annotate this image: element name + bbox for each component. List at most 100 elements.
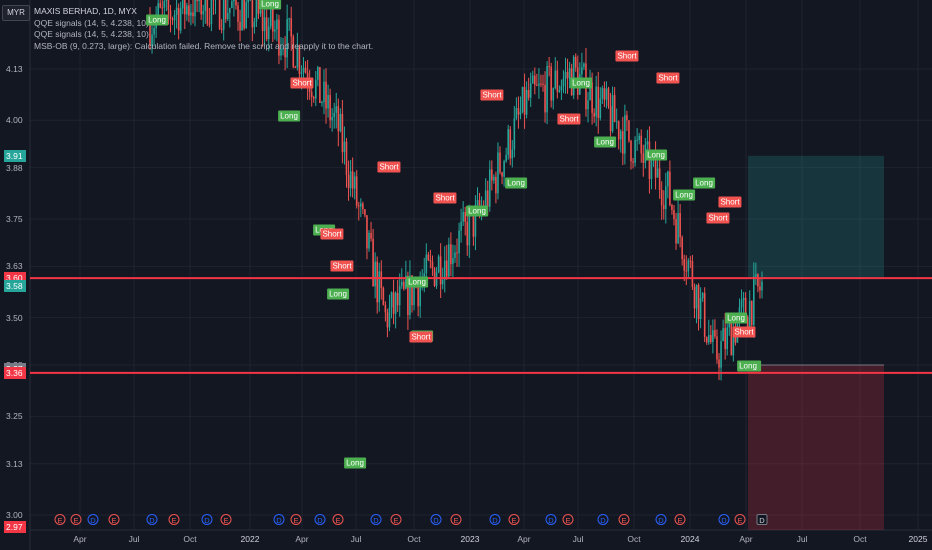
candle-body xyxy=(364,209,366,216)
candle-body xyxy=(425,254,428,274)
dividend-marker[interactable]: D xyxy=(370,514,382,525)
candle-body xyxy=(718,359,720,368)
indicator-line-1[interactable]: QQE signals (14, 5, 4.238, 10) xyxy=(34,17,149,28)
candle-body xyxy=(175,7,178,15)
price-tag: 3.91 xyxy=(4,149,26,162)
candle-body xyxy=(513,118,516,150)
currency-selector[interactable]: MYR xyxy=(2,5,30,21)
candle-body xyxy=(452,258,454,265)
candle-body xyxy=(460,221,462,231)
earnings-marker[interactable]: E xyxy=(70,514,82,525)
earnings-marker[interactable]: E xyxy=(108,514,120,525)
time-tick-label: Jul xyxy=(572,534,584,544)
dividend-marker[interactable]: D xyxy=(655,514,667,525)
candle-body xyxy=(673,209,675,220)
candle-body xyxy=(245,2,248,29)
long-signal-label: Long xyxy=(594,136,616,148)
candle-body xyxy=(261,10,264,32)
earnings-marker[interactable]: E xyxy=(562,514,574,525)
dividend-marker[interactable]: D xyxy=(273,514,285,525)
candle-body xyxy=(280,48,282,56)
candle-body xyxy=(357,205,360,207)
candle-body xyxy=(167,0,170,11)
earnings-marker[interactable]: E xyxy=(508,514,520,525)
candle-body xyxy=(347,175,350,189)
candle-body xyxy=(515,108,518,119)
candle-body xyxy=(241,0,243,31)
candle-body xyxy=(345,141,348,176)
candle-body xyxy=(693,286,696,309)
indicator-line-3[interactable]: MSB-OB (9, 0.273, large): Calculation fa… xyxy=(34,40,374,51)
candle-body xyxy=(374,261,376,287)
candle-body xyxy=(677,213,679,244)
candle-body xyxy=(675,219,677,244)
candle-body xyxy=(619,131,622,140)
short-signal-label: Short xyxy=(433,192,457,204)
earnings-marker[interactable]: E xyxy=(168,514,180,525)
candle-body xyxy=(259,10,262,14)
earnings-marker[interactable]: E xyxy=(390,514,402,525)
earnings-marker[interactable]: E xyxy=(734,514,746,525)
candle-body xyxy=(757,274,759,287)
dividend-marker[interactable]: D xyxy=(430,514,442,525)
earnings-marker[interactable]: E xyxy=(674,514,686,525)
short-signal-label: Short xyxy=(377,161,401,173)
candle-body xyxy=(613,95,616,123)
symbol-title[interactable]: MAXIS BERHAD, 1D, MYX xyxy=(34,6,137,16)
time-tick-label: Oct xyxy=(627,534,641,544)
candle-body xyxy=(705,336,708,343)
candle-body xyxy=(542,83,544,85)
indicator-line-2[interactable]: QQE signals (14, 5, 4.238, 10) xyxy=(34,29,149,39)
candle-body xyxy=(380,271,383,289)
candle-body xyxy=(560,86,563,91)
dividend-marker[interactable]: D xyxy=(87,514,99,525)
candle-body xyxy=(372,238,374,287)
candle-body xyxy=(632,161,634,163)
time-tick-label: 2022 xyxy=(240,534,260,544)
candle-body xyxy=(337,106,340,132)
candle-body xyxy=(220,28,223,30)
earnings-marker[interactable]: E xyxy=(54,514,66,525)
candle-body xyxy=(341,113,344,153)
candle-body xyxy=(278,19,280,56)
short-signal-label: Short xyxy=(290,77,314,89)
long-signal-label: Long xyxy=(645,149,667,161)
candle-body xyxy=(599,98,602,119)
candle-body xyxy=(630,140,632,162)
dividend-marker[interactable]: D xyxy=(756,514,768,525)
earnings-marker[interactable]: E xyxy=(332,514,344,525)
dividend-marker[interactable]: D xyxy=(545,514,557,525)
candle-body xyxy=(427,254,430,261)
candle-body xyxy=(720,341,722,368)
dividend-marker[interactable]: D xyxy=(489,514,501,525)
short-signal-label: Short xyxy=(409,331,433,343)
candle-body xyxy=(302,67,305,73)
candle-body xyxy=(200,0,202,15)
candle-body xyxy=(617,121,620,140)
position-zones xyxy=(748,155,884,530)
long-signal-label: Long xyxy=(327,288,349,300)
short-signal-label: Short xyxy=(615,50,639,62)
dividend-marker[interactable]: D xyxy=(314,514,326,525)
time-tick-label: Jul xyxy=(796,534,808,544)
dividend-marker[interactable]: D xyxy=(201,514,213,525)
candle-body xyxy=(667,171,669,187)
dividend-marker[interactable]: D xyxy=(718,514,730,525)
earnings-marker[interactable]: E xyxy=(618,514,630,525)
candle-body xyxy=(761,281,763,291)
dividend-marker[interactable]: D xyxy=(597,514,609,525)
candle-body xyxy=(550,66,552,101)
earnings-marker[interactable]: E xyxy=(450,514,462,525)
time-tick-label: 2024 xyxy=(680,534,700,544)
candle-body xyxy=(679,213,681,238)
earnings-marker[interactable]: E xyxy=(290,514,302,525)
time-tick-label: Oct xyxy=(407,534,421,544)
candle-body xyxy=(695,284,698,309)
chart-legend: MAXIS BERHAD, 1D, MYX QQE signals (14, 5… xyxy=(34,6,373,52)
short-signal-label: Short xyxy=(330,260,354,272)
candle-body xyxy=(296,47,299,68)
earnings-marker[interactable]: E xyxy=(220,514,232,525)
candle-body xyxy=(192,12,194,17)
dividend-marker[interactable]: D xyxy=(146,514,158,525)
